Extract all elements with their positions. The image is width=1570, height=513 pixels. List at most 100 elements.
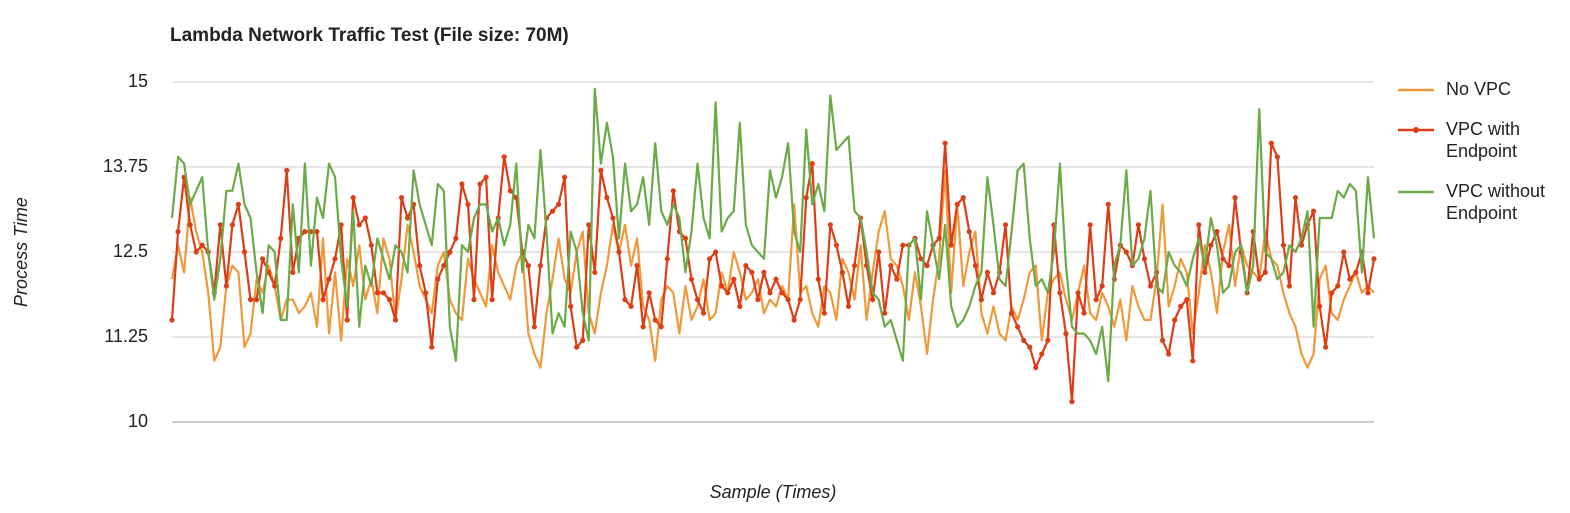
point-marker: [1015, 324, 1021, 330]
point-marker: [1081, 310, 1087, 316]
legend-item: VPC with Endpoint: [1396, 118, 1566, 162]
point-marker: [562, 174, 568, 180]
point-marker: [555, 201, 562, 207]
point-marker: [278, 235, 284, 241]
point-marker: [1093, 297, 1099, 303]
point-marker: [1196, 222, 1202, 228]
point-marker: [936, 235, 942, 241]
point-marker: [870, 297, 876, 303]
point-marker: [948, 242, 954, 248]
point-marker: [429, 344, 435, 350]
point-marker: [900, 242, 906, 248]
legend-swatch: [1398, 190, 1434, 194]
point-marker: [284, 167, 290, 173]
point-marker: [447, 249, 453, 255]
series-line: [170, 142, 1376, 403]
point-marker: [628, 303, 634, 309]
point-marker: [1045, 337, 1051, 343]
point-marker: [646, 290, 652, 296]
point-marker: [845, 303, 852, 309]
legend-label: VPC with Endpoint: [1446, 119, 1521, 161]
point-marker: [827, 222, 833, 228]
point-marker: [465, 201, 471, 207]
point-marker: [386, 297, 393, 303]
point-marker: [700, 310, 707, 316]
point-marker: [241, 249, 248, 255]
point-marker: [344, 317, 350, 323]
legend: No VPC VPC with Endpoint VPC without Endpo…: [1396, 78, 1566, 242]
point-marker: [175, 229, 181, 235]
point-marker: [924, 263, 930, 269]
point-marker: [1159, 337, 1166, 343]
point-marker: [1087, 222, 1093, 228]
point-marker: [1292, 195, 1299, 201]
point-marker: [1069, 399, 1075, 405]
legend-label: No VPC: [1446, 79, 1512, 99]
point-marker: [574, 344, 580, 350]
point-marker: [876, 249, 882, 255]
point-marker: [1274, 154, 1280, 160]
point-marker: [767, 290, 773, 296]
point-marker: [743, 263, 749, 269]
point-marker: [888, 263, 894, 269]
point-marker: [392, 317, 399, 323]
point-marker: [1147, 283, 1154, 289]
point-marker: [272, 283, 278, 289]
point-marker: [362, 215, 368, 221]
y-axis-label: Process Time: [11, 197, 31, 307]
point-marker: [664, 256, 670, 262]
point-marker: [525, 263, 531, 269]
point-marker: [374, 290, 380, 296]
point-marker: [815, 276, 821, 282]
point-marker: [326, 276, 332, 282]
point-marker: [253, 297, 260, 303]
point-marker: [247, 297, 254, 303]
point-marker: [694, 297, 701, 303]
point-marker: [803, 195, 809, 201]
point-marker: [839, 269, 846, 275]
legend-item: No VPC: [1396, 78, 1566, 100]
point-marker: [580, 337, 586, 343]
point-marker: [761, 269, 767, 275]
point-marker: [1002, 222, 1009, 228]
y-tick-label: 11.25: [104, 326, 148, 346]
point-marker: [459, 181, 465, 187]
point-marker: [972, 263, 978, 269]
point-marker: [320, 297, 326, 303]
point-marker: [688, 276, 695, 282]
point-marker: [1202, 269, 1208, 275]
point-marker: [453, 235, 459, 241]
point-marker: [670, 188, 676, 194]
legend-label: VPC without Endpoint: [1446, 181, 1546, 223]
x-axis-label: Sample (Times): [710, 482, 837, 502]
point-marker: [1039, 351, 1045, 357]
point-marker: [1099, 283, 1105, 289]
point-marker: [1232, 195, 1238, 201]
point-marker: [507, 188, 513, 194]
point-marker: [851, 263, 858, 269]
series-line: [170, 87, 1376, 383]
point-marker: [235, 201, 242, 207]
point-marker: [169, 317, 175, 323]
point-marker: [737, 303, 743, 309]
point-marker: [833, 242, 840, 248]
point-marker: [797, 297, 803, 303]
point-marker: [942, 140, 948, 146]
point-marker: [1172, 317, 1178, 323]
chart-title: Lambda Network Traffic Test (File size: …: [170, 25, 569, 46]
point-marker: [1335, 283, 1341, 289]
point-marker: [960, 195, 966, 201]
point-marker: [725, 290, 731, 296]
point-marker: [332, 256, 338, 262]
point-marker: [193, 249, 199, 255]
point-marker: [682, 235, 689, 241]
point-marker: [586, 222, 592, 228]
point-marker: [501, 154, 507, 160]
legend-marker: [1413, 127, 1419, 133]
point-marker: [882, 310, 888, 316]
point-marker: [1184, 297, 1190, 303]
point-marker: [356, 222, 362, 228]
point-marker: [1214, 229, 1220, 235]
point-marker: [489, 297, 495, 303]
